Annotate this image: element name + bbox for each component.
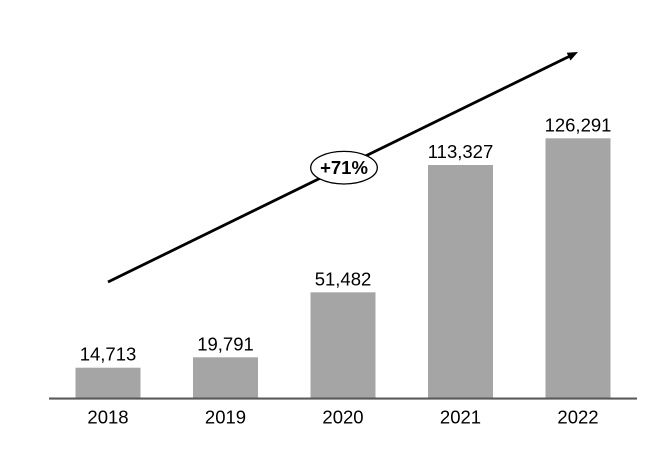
svg-text:2019: 2019 — [205, 406, 246, 427]
svg-text:2021: 2021 — [440, 406, 481, 427]
svg-text:2020: 2020 — [322, 406, 363, 427]
svg-text:113,327: 113,327 — [428, 141, 494, 162]
svg-text:51,482: 51,482 — [315, 268, 372, 289]
svg-text:14,713: 14,713 — [80, 344, 137, 365]
svg-text:19,791: 19,791 — [197, 333, 254, 354]
svg-text:+71%: +71% — [320, 157, 368, 178]
svg-text:2022: 2022 — [557, 406, 598, 427]
svg-text:2018: 2018 — [87, 406, 128, 427]
svg-text:126,291: 126,291 — [545, 114, 612, 135]
